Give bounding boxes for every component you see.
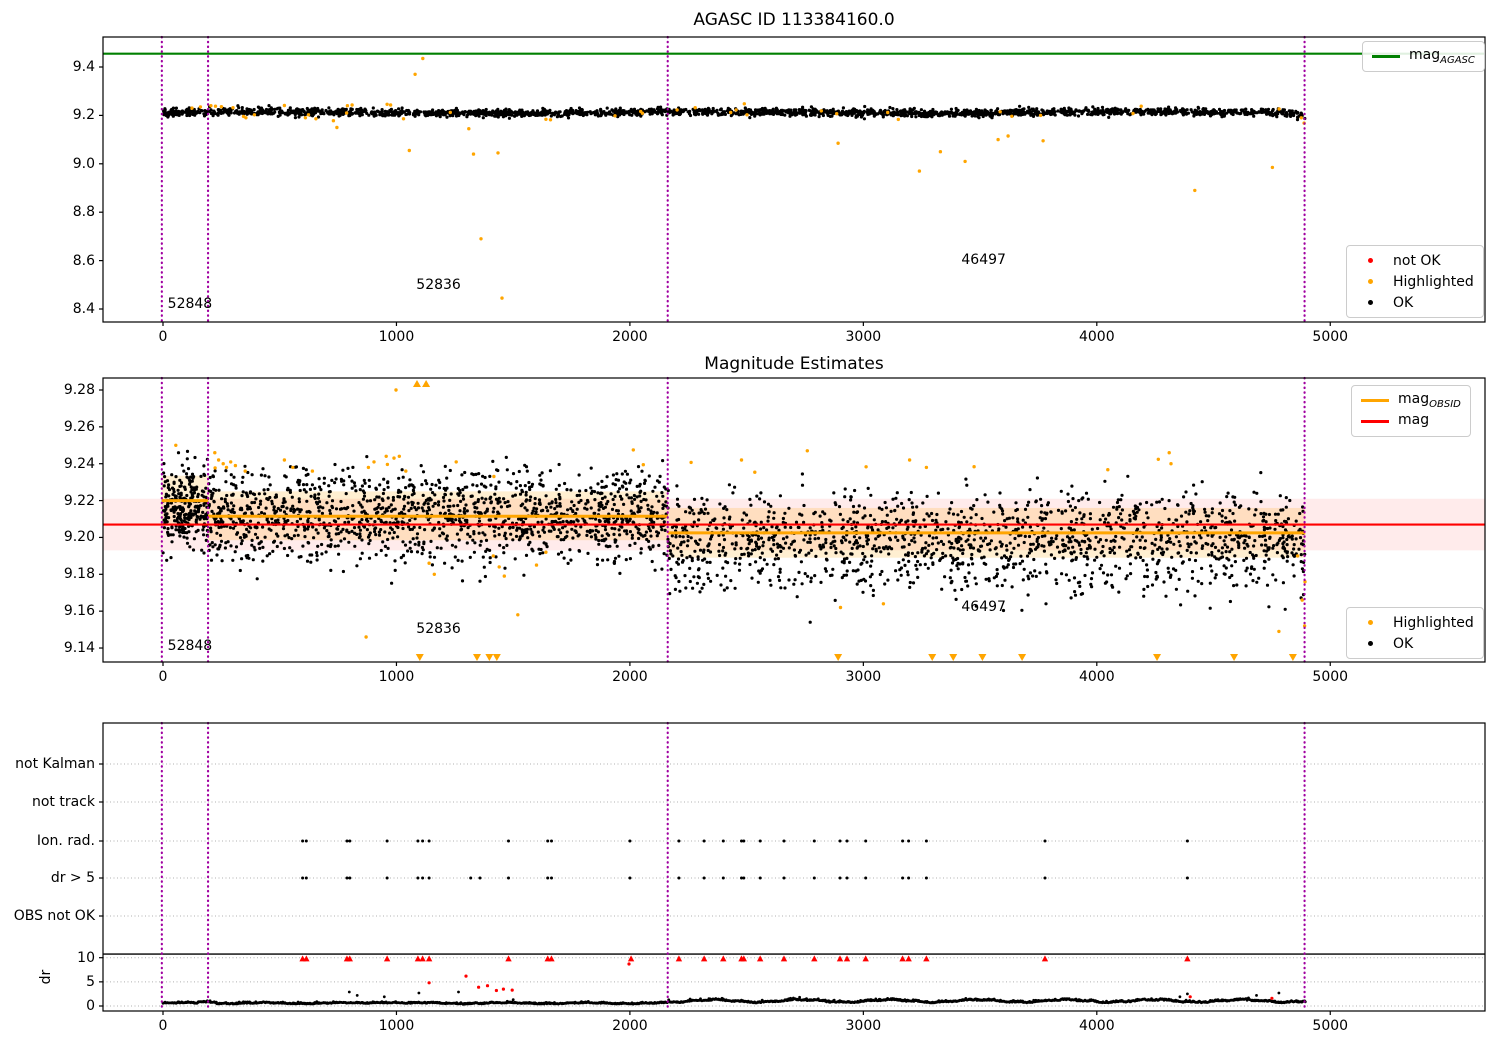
y-tick-label: 9.22	[63, 492, 95, 509]
x-tick-label: 0	[158, 329, 168, 345]
y-tick-label: 0	[86, 998, 95, 1014]
middle-panel-title: Magnitude Estimates	[704, 354, 884, 374]
legend-item-not-ok: not OK	[1356, 250, 1474, 271]
y-tick-label: 9.2	[72, 107, 95, 124]
y-tick-label: 9.20	[63, 529, 95, 546]
annotation-obsid: 52836	[416, 621, 461, 638]
x-tick-label: 3000	[845, 329, 882, 345]
y-tick-label: 9.4	[72, 59, 95, 75]
legend-label: not OK	[1393, 252, 1441, 269]
legend-mid-lines: magOBSID mag	[1351, 385, 1471, 437]
legend-item-highlighted: Highlighted	[1356, 612, 1474, 633]
annotation-obsid: 52848	[167, 637, 213, 654]
orange-dot-sample	[1356, 620, 1384, 625]
legend-label: OK	[1393, 294, 1414, 311]
legend-label: magAGASC	[1409, 47, 1475, 66]
category-label: not Kalman	[15, 756, 95, 772]
green-line-sample	[1372, 55, 1400, 58]
legend-label: OK	[1393, 635, 1414, 652]
y-tick-label: 5	[86, 973, 95, 990]
red-line-sample	[1361, 420, 1389, 423]
x-tick-label: 5000	[1312, 1018, 1349, 1034]
x-tick-label: 1000	[378, 329, 415, 345]
y-tick-label: 8.4	[72, 301, 95, 317]
legend-label: Highlighted	[1393, 273, 1474, 290]
category-label: Ion. rad.	[36, 833, 95, 849]
x-tick-label: 3000	[845, 1018, 882, 1034]
y-tick-label: 9.14	[63, 640, 95, 657]
legend-top-status: not OK Highlighted OK	[1346, 245, 1484, 318]
x-tick-label: 2000	[612, 1018, 648, 1034]
x-tick-label: 0	[158, 669, 168, 685]
y-tick-label: 9.26	[63, 418, 95, 435]
x-tick-label: 2000	[612, 669, 648, 685]
legend-item-mag-agasc: magAGASC	[1372, 46, 1475, 67]
x-tick-label: 0	[158, 1018, 168, 1034]
x-tick-label: 4000	[1078, 1018, 1115, 1034]
x-tick-label: 3000	[845, 669, 882, 685]
y-tick-label: 8.6	[72, 252, 95, 269]
annotation-obsid: 46497	[961, 599, 1006, 616]
x-tick-label: 4000	[1078, 329, 1115, 345]
top-panel-title: AGASC ID 113384160.0	[693, 10, 895, 30]
y-tick-label: 8.8	[72, 204, 95, 221]
y-tick-label: 9.18	[63, 566, 95, 583]
x-tick-label: 5000	[1312, 669, 1349, 685]
annotation-obsid: 52836	[416, 276, 461, 293]
y-tick-label: 9.16	[63, 603, 95, 620]
annotation-obsid: 46497	[961, 252, 1006, 269]
black-dot-sample	[1356, 300, 1384, 305]
legend-item-ok: OK	[1356, 292, 1474, 313]
legend-mag-agasc: magAGASC	[1362, 41, 1485, 72]
category-label: not track	[31, 794, 95, 810]
y-tick-label: 9.28	[63, 382, 95, 398]
legend-label: mag	[1398, 412, 1430, 429]
orange-dot-sample	[1356, 279, 1384, 284]
red-dot-sample	[1356, 258, 1384, 263]
annotation-obsid: 52848	[167, 295, 213, 312]
category-label: dr > 5	[50, 870, 95, 886]
orange-line-sample	[1361, 399, 1389, 402]
x-tick-label: 1000	[378, 669, 415, 685]
y-tick-label: 9.0	[72, 155, 95, 172]
legend-item-highlighted: Highlighted	[1356, 271, 1474, 292]
legend-mid-status: Highlighted OK	[1346, 607, 1484, 659]
x-tick-label: 5000	[1312, 329, 1349, 345]
legend-item-mag: mag	[1361, 411, 1461, 432]
y-tick-label: 9.24	[63, 455, 95, 472]
legend-item-ok: OK	[1356, 633, 1474, 654]
y-tick-label: 10	[77, 949, 95, 966]
legend-item-mag-obsid: magOBSID	[1361, 390, 1461, 411]
black-dot-sample	[1356, 641, 1384, 646]
legend-label: magOBSID	[1398, 391, 1461, 410]
x-tick-label: 4000	[1078, 669, 1115, 685]
legend-label: Highlighted	[1393, 614, 1474, 631]
x-tick-label: 2000	[612, 329, 648, 345]
category-label: OBS not OK	[13, 908, 95, 924]
x-tick-label: 1000	[378, 1018, 415, 1034]
